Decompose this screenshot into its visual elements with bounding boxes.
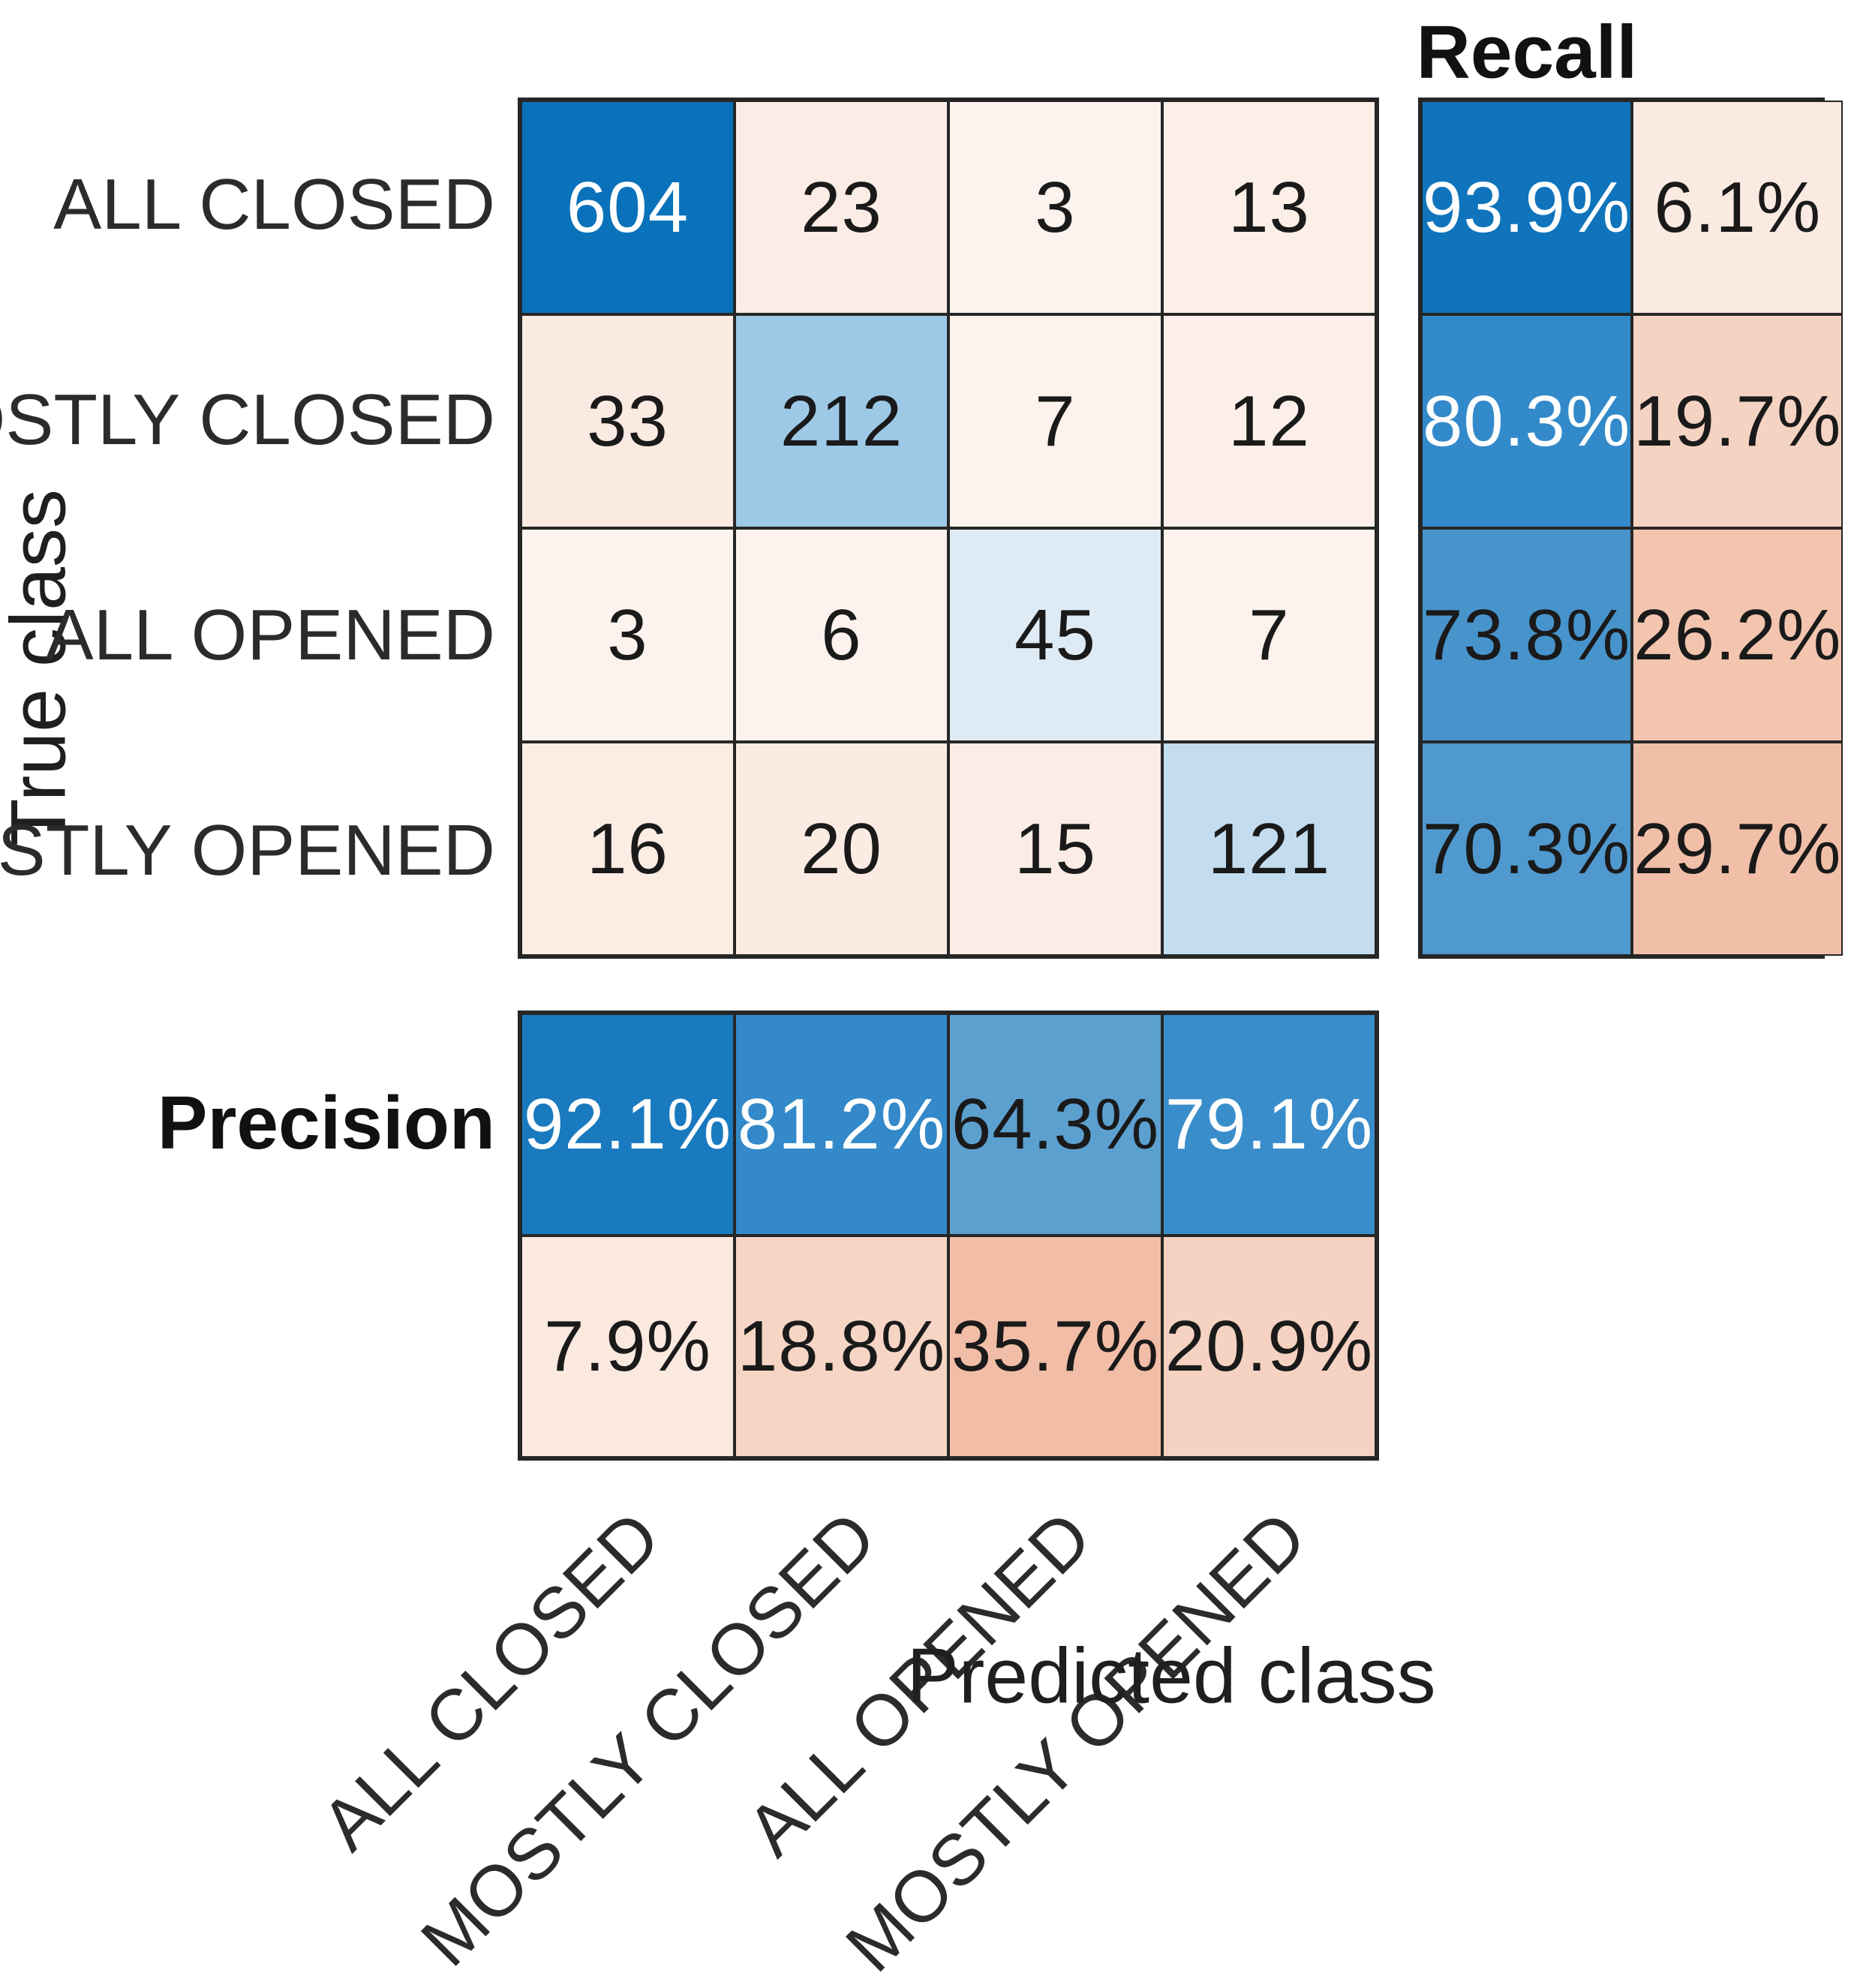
precision-cell: 18.8% (735, 1236, 948, 1458)
matrix-cell: 212 (735, 314, 948, 528)
matrix-cell: 6 (735, 528, 948, 742)
recall-title: Recall (1416, 10, 1638, 95)
precision-cell: 79.1% (1162, 1014, 1376, 1236)
matrix-cell: 15 (948, 742, 1162, 956)
precision-cell: 20.9% (1162, 1236, 1376, 1458)
row-label-mostly-closed: MOSTLY CLOSED (0, 380, 495, 460)
recall-cell: 26.2% (1632, 528, 1843, 742)
recall-cell: 29.7% (1632, 742, 1843, 956)
matrix-cell: 7 (948, 314, 1162, 528)
matrix-cell: 3 (948, 101, 1162, 314)
recall-cell: 80.3% (1421, 314, 1633, 528)
precision-cell: 64.3% (948, 1014, 1162, 1236)
row-label-all-opened: ALL OPENED (45, 595, 495, 675)
precision-title: Precision (157, 1080, 495, 1165)
recall-cell: 93.9% (1421, 101, 1633, 314)
confusion-matrix-figure: True class ALL CLOSED MOSTLY CLOSED ALL … (0, 10, 1843, 1987)
confusion-matrix-grid: 604 23 3 13 33 212 7 12 3 6 45 7 16 20 1… (518, 98, 1379, 959)
matrix-cell: 33 (521, 314, 735, 528)
matrix-cell: 7 (1162, 528, 1376, 742)
matrix-cell: 16 (521, 742, 735, 956)
matrix-cell: 23 (735, 101, 948, 314)
matrix-cell: 13 (1162, 101, 1376, 314)
precision-cell: 81.2% (735, 1014, 948, 1236)
precision-cell: 35.7% (948, 1236, 1162, 1458)
matrix-cell: 20 (735, 742, 948, 956)
recall-cell: 6.1% (1632, 101, 1843, 314)
x-axis-label: Predicted class (906, 1632, 1436, 1720)
precision-cell: 92.1% (521, 1014, 735, 1236)
recall-cell: 70.3% (1421, 742, 1633, 956)
row-label-mostly-opened: MOSTLY OPENED (0, 810, 495, 890)
matrix-cell: 121 (1162, 742, 1376, 956)
row-label-all-closed: ALL CLOSED (53, 164, 495, 245)
recall-summary-grid: 93.9% 6.1% 80.3% 19.7% 73.8% 26.2% 70.3%… (1418, 98, 1843, 959)
matrix-cell: 3 (521, 528, 735, 742)
precision-summary-grid: 92.1% 81.2% 64.3% 79.1% 7.9% 18.8% 35.7%… (518, 1011, 1379, 1461)
recall-cell: 73.8% (1421, 528, 1633, 742)
precision-cell: 7.9% (521, 1236, 735, 1458)
matrix-cell: 45 (948, 528, 1162, 742)
matrix-cell: 604 (521, 101, 735, 314)
recall-cell: 19.7% (1632, 314, 1843, 528)
matrix-cell: 12 (1162, 314, 1376, 528)
